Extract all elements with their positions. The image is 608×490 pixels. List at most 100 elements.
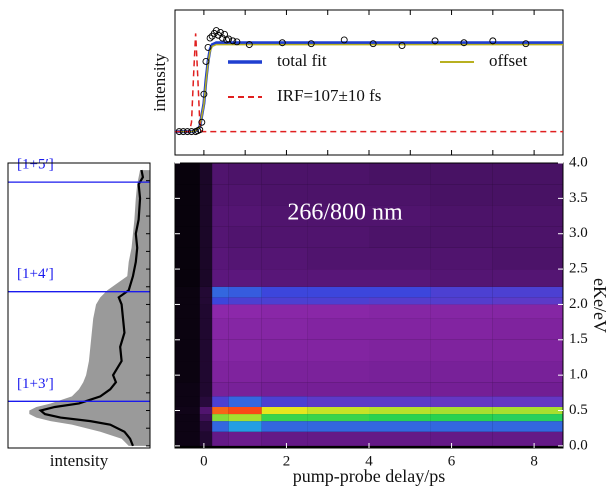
x-tick-label: 4	[365, 453, 373, 469]
heatmap-cell	[175, 297, 200, 305]
heatmap-cell	[212, 318, 229, 340]
data-point	[489, 37, 497, 45]
heatmap-cell	[228, 361, 262, 383]
heatmap-cell	[261, 286, 308, 298]
heatmap-cell	[212, 382, 229, 397]
heatmap-cell	[199, 414, 213, 422]
heatmap-cell	[307, 269, 369, 287]
heatmap-cell	[307, 339, 369, 362]
heatmap-cell	[492, 226, 563, 248]
annotation: 266/800 nm	[287, 200, 403, 226]
data-point	[340, 36, 348, 44]
heatmap-cell	[307, 297, 369, 305]
data-point	[278, 39, 286, 47]
data-point	[196, 126, 204, 134]
heatmap-cell	[212, 339, 229, 362]
y-tick-label: 0.5	[569, 402, 588, 418]
heatmap-cell	[307, 205, 369, 227]
heatmap-cell	[430, 269, 493, 287]
heatmap-cell	[369, 286, 431, 298]
heatmap-cell	[492, 361, 563, 383]
heatmap-cell	[369, 396, 431, 407]
heatmap-cell	[369, 431, 431, 446]
heatmap-cell	[430, 339, 493, 362]
heatmap-cell	[430, 304, 493, 319]
heatmap-cell	[369, 247, 431, 270]
heatmap-cell	[430, 247, 493, 270]
heatmap-cell	[212, 361, 229, 383]
legend-label: offset	[489, 51, 528, 70]
heatmap-cell	[369, 226, 431, 248]
data-point	[233, 38, 241, 46]
heatmap-cell	[212, 205, 229, 227]
y-axis-label: eKe/eV	[590, 278, 608, 333]
heatmap-cell	[492, 205, 563, 227]
heatmap-cell	[228, 396, 262, 407]
heatmap-cell	[369, 297, 431, 305]
data-point	[175, 128, 183, 136]
heatmap-cell	[492, 382, 563, 397]
heatmap-cell	[212, 269, 229, 287]
heatmap-cell	[175, 184, 200, 206]
heatmap-cell	[175, 406, 200, 415]
heatmap-cell	[261, 205, 308, 227]
heatmap-cell	[212, 286, 229, 298]
y-tick-label: 3.0	[569, 225, 588, 241]
heatmap-cell	[228, 304, 262, 319]
heatmap-cell	[369, 382, 431, 397]
heatmap-cell	[199, 421, 213, 432]
heatmap-cell	[369, 421, 431, 432]
heatmap-cell	[261, 421, 308, 432]
heatmap-cell	[228, 269, 262, 287]
heatmap-cell	[261, 396, 308, 407]
data-point	[431, 37, 439, 45]
heatmap-cell	[228, 286, 262, 298]
heatmap-cell	[228, 421, 262, 432]
heatmap-cell	[175, 339, 200, 362]
heatmap-cell	[307, 382, 369, 397]
heatmap-cell	[369, 184, 431, 206]
heatmap-cell	[430, 226, 493, 248]
heatmap-cell	[175, 318, 200, 340]
data-point	[202, 58, 210, 65]
heatmap-cell	[261, 431, 308, 446]
heatmap-cell	[369, 163, 431, 185]
heatmap-cell	[307, 163, 369, 185]
heatmap-cell	[261, 226, 308, 248]
marker-label: [1+4′]	[17, 266, 54, 282]
heatmap-cell	[199, 431, 213, 446]
heatmap-cell	[307, 304, 369, 319]
heatmap-cell	[430, 205, 493, 227]
heatmap-cell	[261, 269, 308, 287]
fit-line	[175, 43, 563, 133]
heatmap-cell	[212, 431, 229, 446]
heatmap-cell	[175, 414, 200, 422]
marker-label: [1+3′]	[17, 376, 54, 392]
legend-label: IRF=107±10 fs	[277, 86, 381, 105]
heatmap-cell	[430, 431, 493, 446]
x-tick-label: 8	[530, 453, 538, 469]
heatmap-cell	[307, 414, 369, 422]
fit-line	[175, 33, 563, 133]
data-point	[307, 40, 315, 48]
data-point	[460, 39, 468, 47]
data-point	[212, 27, 220, 35]
heatmap-cell	[430, 396, 493, 407]
heatmap-cell	[199, 226, 213, 248]
heatmap-cell	[307, 396, 369, 407]
legend-label: total fit	[277, 51, 327, 70]
data-point	[206, 34, 214, 42]
heatmap-cell	[175, 205, 200, 227]
data-point	[229, 37, 237, 45]
heatmap-cell	[175, 247, 200, 270]
heatmap-cell	[369, 205, 431, 227]
heatmap-cell	[307, 361, 369, 383]
heatmap-cell	[430, 406, 493, 415]
heatmap-cell	[175, 361, 200, 383]
heatmap-cell	[175, 431, 200, 446]
y-tick-label: 1.0	[569, 367, 588, 383]
heatmap-cell	[175, 396, 200, 407]
heatmap-cell	[369, 406, 431, 415]
heatmap-cell	[199, 205, 213, 227]
heatmap-cell	[430, 184, 493, 206]
